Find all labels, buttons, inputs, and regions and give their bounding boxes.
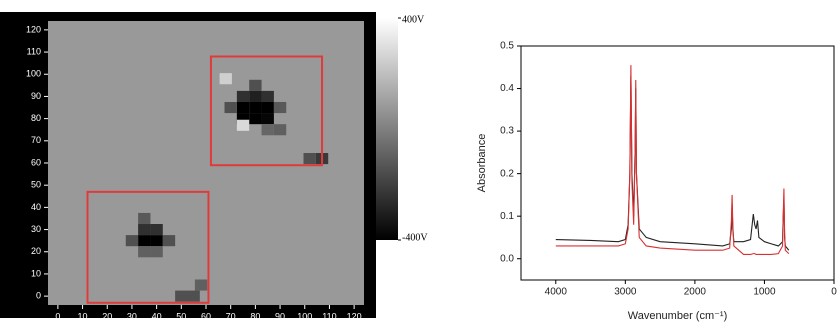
- heatmap-cell: [262, 113, 274, 124]
- heatmap-cell: [195, 279, 207, 290]
- line-series: [556, 65, 789, 254]
- y-tick-label: 10: [31, 268, 41, 278]
- heatmap-cell: [237, 91, 249, 102]
- heatmap-cell: [187, 291, 199, 302]
- x-tick-label: 100: [297, 311, 312, 321]
- colorbar-label: -400V: [402, 232, 428, 243]
- y-axis-label: Absorbance: [476, 134, 488, 193]
- y-tick-label: 0.0: [500, 253, 514, 264]
- x-tick-label: 80: [250, 311, 260, 321]
- heatmap-cell: [249, 102, 261, 113]
- y-tick-label: 70: [31, 135, 41, 145]
- y-tick-label: 90: [31, 91, 41, 101]
- heatmap-cell: [150, 235, 162, 246]
- y-tick-label: 30: [31, 224, 41, 234]
- x-tick-label: 1000: [753, 287, 776, 298]
- heatmap-cell: [249, 113, 261, 124]
- x-tick-label: 40: [152, 311, 162, 321]
- y-tick-label: 20: [31, 246, 41, 256]
- x-tick-label: 20: [102, 311, 112, 321]
- x-tick-label: 2000: [684, 287, 707, 298]
- x-tick-label: 3000: [614, 287, 637, 298]
- heatmap-cell: [274, 102, 286, 113]
- heatmap-cell: [163, 235, 175, 246]
- y-tick-label: 80: [31, 113, 41, 123]
- x-tick-label: 10: [78, 311, 88, 321]
- colorbar: [376, 18, 398, 240]
- y-tick-label: 100: [26, 69, 41, 79]
- y-tick-label: 0.1: [500, 211, 514, 222]
- y-tick-label: 120: [26, 24, 41, 34]
- heatmap-cell: [138, 246, 150, 257]
- heatmap-cell: [150, 224, 162, 235]
- heatmap-cell: [262, 91, 274, 102]
- line-series: [556, 76, 789, 250]
- x-axis-label: Wavenumber (cm⁻¹): [628, 310, 728, 322]
- x-tick-label: 120: [347, 311, 362, 321]
- heatmap-cell: [304, 153, 316, 164]
- y-tick-label: 0.5: [500, 41, 514, 52]
- heatmap-cell: [220, 73, 232, 84]
- colorbar-label: 400V: [402, 14, 425, 25]
- heatmap-cell: [138, 213, 150, 224]
- y-tick-label: 110: [27, 46, 41, 56]
- figure: 0 10 20 30 40 50 60 70 80 90 100 110 120 0 10 20 30 40 50 6…: [0, 0, 838, 330]
- heatmap-cell: [274, 124, 286, 135]
- y-tick-label: 0.4: [500, 83, 514, 94]
- x-tick-label: 70: [226, 311, 236, 321]
- heatmap-cell: [249, 80, 261, 91]
- y-tick-label: 40: [31, 202, 41, 212]
- page: 0 10 20 30 40 50 60 70 80 90 100 110 120 0 10 20 30 40 50 6…: [0, 0, 838, 330]
- x-tick-label: 50: [176, 311, 186, 321]
- heatmap-cell: [126, 235, 138, 246]
- heatmap-cell: [237, 102, 249, 113]
- x-tick-label: 0: [831, 287, 837, 298]
- heatmap-cell: [262, 124, 274, 135]
- heatmap-cell: [150, 246, 162, 257]
- x-tick-label: 0: [55, 311, 60, 321]
- y-tick-label: 50: [31, 180, 41, 190]
- heatmap-cell: [138, 235, 150, 246]
- x-tick-label: 110: [322, 311, 336, 321]
- heatmap-cell: [175, 291, 187, 302]
- heatmap-cell: [225, 102, 237, 113]
- heatmap-cell: [262, 102, 274, 113]
- y-tick-label: 60: [31, 157, 41, 167]
- x-tick-label: 30: [127, 311, 137, 321]
- heatmap-cell: [237, 120, 249, 131]
- x-tick-label: 60: [201, 311, 211, 321]
- plot-frame: [521, 46, 834, 280]
- heatmap-cell: [249, 91, 261, 102]
- y-tick-label: 0: [36, 291, 41, 301]
- x-tick-label: 90: [275, 311, 285, 321]
- heatmap-cell: [138, 224, 150, 235]
- y-tick-label: 0.2: [500, 168, 514, 179]
- x-tick-label: 4000: [545, 287, 568, 298]
- y-tick-label: 0.3: [500, 126, 514, 137]
